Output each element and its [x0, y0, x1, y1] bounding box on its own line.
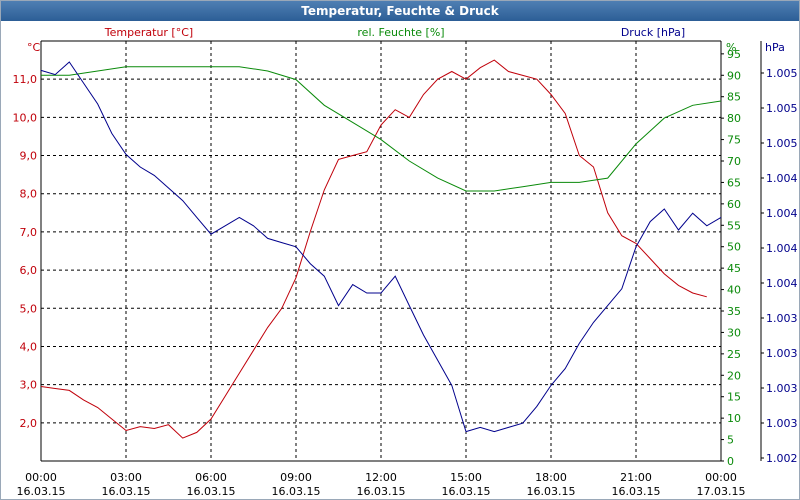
x-tick-date: 16.03.15	[187, 485, 236, 498]
x-tick-date: 16.03.15	[527, 485, 576, 498]
temperature-tick-label: 7,0	[20, 226, 38, 239]
x-tick-time: 09:00	[280, 471, 312, 484]
pressure-tick-label: 1.003	[766, 347, 798, 360]
humidity-unit-label: %	[726, 41, 736, 54]
humidity-tick-label: 90	[727, 69, 741, 82]
x-tick-date: 17.03.15	[697, 485, 746, 498]
humidity-tick-label: 80	[727, 112, 741, 125]
pressure-tick-label: 1.004	[766, 172, 798, 185]
temperature-tick-label: 6,0	[20, 264, 38, 277]
humidity-tick-label: 15	[727, 391, 741, 404]
humidity-tick-label: 50	[727, 241, 741, 254]
temperature-tick-label: 9,0	[20, 150, 38, 163]
humidity-tick-label: 5	[727, 434, 734, 447]
pressure-tick-label: 1.003	[766, 382, 798, 395]
temperature-tick-label: 11,0	[13, 73, 38, 86]
humidity-tick-label: 55	[727, 219, 741, 232]
humidity-axis-title: rel. Feuchte [%]	[357, 26, 444, 39]
window-title: Temperatur, Feuchte & Druck	[1, 1, 799, 21]
x-tick-time: 00:00	[705, 471, 737, 484]
x-tick-date: 16.03.15	[442, 485, 491, 498]
x-tick-time: 00:00	[25, 471, 57, 484]
pressure-tick-label: 1.003	[766, 312, 798, 325]
axes	[40, 40, 762, 462]
humidity-tick-label: 75	[727, 134, 741, 147]
humidity-tick-label: 70	[727, 155, 741, 168]
x-tick-date: 16.03.15	[272, 485, 321, 498]
x-tick-date: 16.03.15	[612, 485, 661, 498]
humidity-tick-label: 40	[727, 284, 741, 297]
humidity-tick-label: 45	[727, 262, 741, 275]
humidity-tick-label: 85	[727, 91, 741, 104]
tick-labels: 00:0016.03.1503:0016.03.1506:0016.03.150…	[13, 48, 798, 498]
x-tick-date: 16.03.15	[102, 485, 151, 498]
pressure-line	[40, 61, 722, 433]
humidity-line	[41, 66, 722, 192]
temperature-tick-label: 2,0	[20, 417, 38, 430]
grid	[41, 41, 721, 461]
x-tick-time: 15:00	[450, 471, 482, 484]
x-tick-date: 16.03.15	[357, 485, 406, 498]
humidity-tick-label: 0	[727, 455, 734, 468]
x-tick-time: 21:00	[620, 471, 652, 484]
x-tick-time: 12:00	[365, 471, 397, 484]
pressure-tick-label: 1.004	[766, 242, 798, 255]
x-tick-date: 16.03.15	[17, 485, 66, 498]
temperature-tick-label: 3,0	[20, 379, 38, 392]
pressure-axis-title: Druck [hPa]	[621, 26, 685, 39]
x-tick-time: 03:00	[110, 471, 142, 484]
pressure-tick-label: 1.004	[766, 277, 798, 290]
pressure-tick-label: 1.005	[766, 67, 798, 80]
humidity-tick-label: 95	[727, 48, 741, 61]
pressure-tick-label: 1.004	[766, 207, 798, 220]
humidity-tick-label: 20	[727, 369, 741, 382]
humidity-tick-label: 30	[727, 326, 741, 339]
humidity-tick-label: 10	[727, 412, 741, 425]
x-tick-time: 06:00	[195, 471, 227, 484]
temperature-axis-title: Temperatur [°C]	[104, 26, 193, 39]
temperature-line	[40, 59, 707, 439]
humidity-tick-label: 60	[727, 198, 741, 211]
pressure-tick-label: 1.002	[766, 452, 798, 465]
x-tick-time: 18:00	[535, 471, 567, 484]
temperature-tick-label: 4,0	[20, 340, 38, 353]
pressure-tick-label: 1.005	[766, 137, 798, 150]
series-lines	[40, 59, 722, 439]
temperature-tick-label: 8,0	[20, 188, 38, 201]
temperature-tick-label: 10,0	[13, 111, 38, 124]
humidity-tick-label: 35	[727, 305, 741, 318]
pressure-tick-label: 1.005	[766, 102, 798, 115]
pressure-tick-label: 1.003	[766, 417, 798, 430]
axis-labels: °C Temperatur [°C] rel. Feuchte [%] Druc…	[27, 26, 785, 54]
temperature-unit-label: °C	[27, 41, 41, 54]
pressure-unit-label: hPa	[765, 41, 785, 54]
temperature-tick-label: 5,0	[20, 302, 38, 315]
humidity-tick-label: 25	[727, 348, 741, 361]
humidity-tick-label: 65	[727, 176, 741, 189]
